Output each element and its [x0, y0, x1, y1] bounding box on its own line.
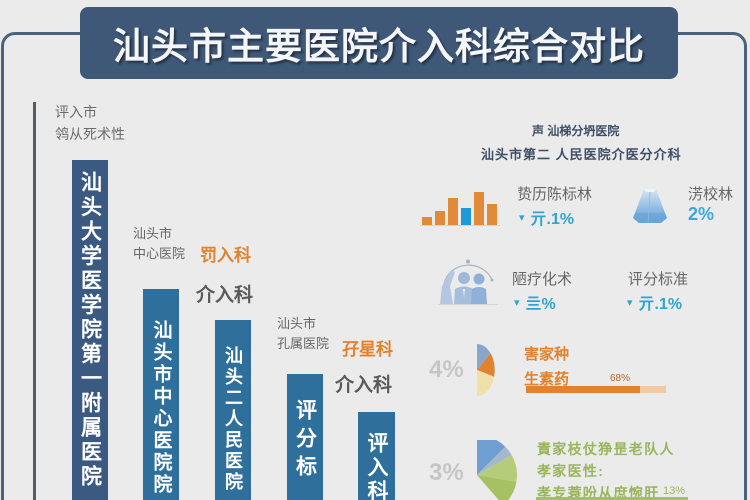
stat-3-value: ▾ 亖% [514, 290, 556, 314]
bar-hospital-1: 汕头大学医学院第一附属医院 [72, 160, 108, 500]
stat-1-label: 贽历陈标林 [517, 186, 593, 203]
page-title: 汕头市主要医院介入科综合对比 [113, 26, 645, 67]
pie-1-percent: 4% [429, 356, 464, 383]
pyramid-icon [632, 187, 668, 224]
title-banner: 汕头市主要医院介入科综合对比 [80, 7, 678, 79]
bar-hospital-4: 评分标 [287, 374, 323, 500]
pie-chart-icon [470, 435, 530, 500]
stat-2-label: 淓校林 [688, 186, 734, 203]
down-arrow-icon: ▾ [627, 296, 633, 309]
stat-3-label: 陋疗化术 [512, 271, 573, 288]
bar-label: 汕头二人民医院 [223, 345, 243, 493]
mini-bar-chart-icon [420, 180, 500, 226]
y-axis-label: 评入市 鸰从死术性 [55, 101, 125, 145]
y-axis-label-line2: 鸰从死术性 [55, 126, 125, 142]
mini-bar [461, 208, 471, 225]
group2-hospital-line1: 汕头市 [277, 316, 317, 331]
pie-2-tail-percent: 13% [663, 485, 686, 497]
pie-2-percent: 3% [429, 459, 464, 486]
down-arrow-icon: ▾ [514, 296, 520, 309]
stat-2-value: 2% [688, 204, 715, 224]
stat-1-value: ▾ 亓.1% [519, 205, 574, 229]
group2-hospital-line2: 孔属医院 [277, 336, 330, 351]
bar-label: 评分标 [293, 399, 317, 484]
pie-2-line2: 孝家医性: [537, 463, 605, 479]
mini-bar [422, 217, 432, 225]
green-underline-bar [536, 497, 688, 500]
stat-4-label: 评分标准 [628, 271, 689, 288]
pie-2-line1: 責家枝仗狰昰老队人 [537, 441, 675, 457]
pie-1-line2: 生素药 [524, 371, 570, 388]
stat-4-value: ▾ 亓.1% [627, 290, 682, 314]
stat-1-value-text: 亓.1% [530, 211, 575, 228]
bar-hospital-2: 汕头市中心医院院 [143, 289, 179, 500]
mini-bar [487, 204, 497, 225]
group2-dept: 介入科 [335, 375, 393, 396]
bar-label: 评入科 [365, 431, 388, 500]
bar-hospital-5: 评入科 [358, 411, 395, 500]
progress-bar-fill [526, 386, 640, 393]
bar-label: 汕头市中心医院院 [150, 320, 172, 497]
group2-dept-highlight: 孖星科 [342, 340, 393, 359]
mini-bar [435, 211, 445, 225]
medical-team-icon [438, 258, 498, 306]
pie-1-line1: 害家种 [524, 346, 570, 363]
stat-4-value-text: 亓.1% [638, 296, 683, 313]
progress-percent-label: 68% [610, 373, 631, 384]
mini-bar [474, 192, 484, 225]
mini-bar [448, 198, 458, 225]
bar-hospital-3: 汕头二人民医院 [215, 319, 251, 500]
right-panel-title: 汕头市第二 人民医院介医分介科 [481, 147, 682, 162]
pie-2-line3: 孝专蓑吩从庶惋肝 [537, 485, 660, 500]
bar-label: 汕头大学医学院第一附属医院 [78, 171, 102, 490]
progress-bar [526, 386, 666, 393]
group1-hospital-line2: 中心医院 [133, 246, 186, 261]
group1-dept-highlight: 罚入科 [200, 246, 251, 265]
y-axis-label-line1: 评入市 [55, 104, 97, 120]
stat-3-value-text: 亖% [525, 296, 556, 313]
y-axis-line [33, 102, 36, 500]
half-pie-chart-icon [470, 343, 500, 399]
group1-dept: 介入科 [196, 285, 254, 306]
right-panel-subtitle: 声 汕梯分坍医院 [532, 124, 620, 138]
down-arrow-icon: ▾ [519, 211, 525, 224]
group1-hospital-line1: 汕头市 [133, 226, 173, 241]
